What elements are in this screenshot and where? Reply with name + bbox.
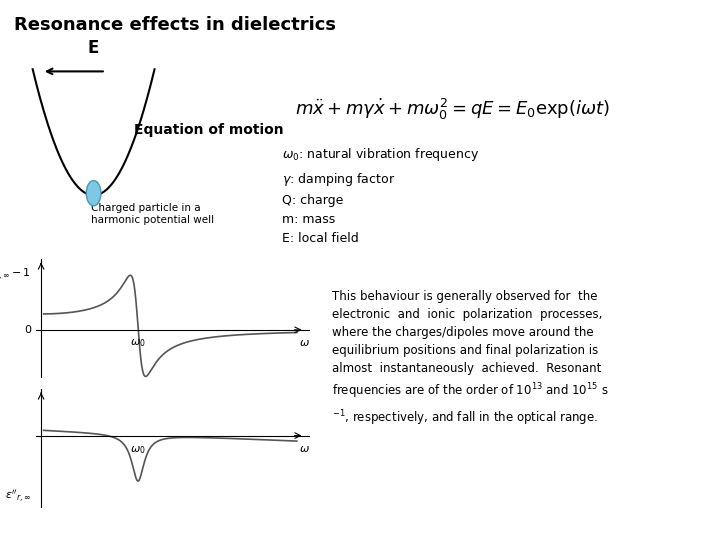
- Text: This behaviour is generally observed for  the
electronic  and  ionic  polarizati: This behaviour is generally observed for…: [332, 290, 608, 428]
- Text: $\varepsilon'_{r,\infty}-1$: $\varepsilon'_{r,\infty}-1$: [0, 267, 31, 284]
- Text: $m\ddot{x}+m\gamma\dot{x}+m\omega_0^2=qE=E_0\exp(i\omega t)$: $m\ddot{x}+m\gamma\dot{x}+m\omega_0^2=qE…: [295, 97, 610, 122]
- Text: $\varepsilon''_{r,\infty}$: $\varepsilon''_{r,\infty}$: [5, 489, 31, 505]
- Text: $\omega_0$: $\omega_0$: [130, 338, 146, 349]
- Text: $\omega$: $\omega$: [300, 444, 310, 454]
- Circle shape: [86, 180, 101, 206]
- Text: Resonance effects in dielectrics: Resonance effects in dielectrics: [14, 16, 336, 34]
- Text: $\omega_0$: natural vibration frequency
$\gamma$: damping factor
Q: charge
m: ma: $\omega_0$: natural vibration frequency …: [282, 146, 480, 245]
- Text: E: E: [88, 39, 99, 57]
- Text: $\omega_0$: $\omega_0$: [130, 444, 146, 456]
- Text: $\omega$: $\omega$: [300, 338, 310, 348]
- Text: 0: 0: [24, 325, 31, 335]
- Text: Charged particle in a
harmonic potential well: Charged particle in a harmonic potential…: [91, 203, 214, 225]
- Text: Equation of motion: Equation of motion: [134, 123, 284, 137]
